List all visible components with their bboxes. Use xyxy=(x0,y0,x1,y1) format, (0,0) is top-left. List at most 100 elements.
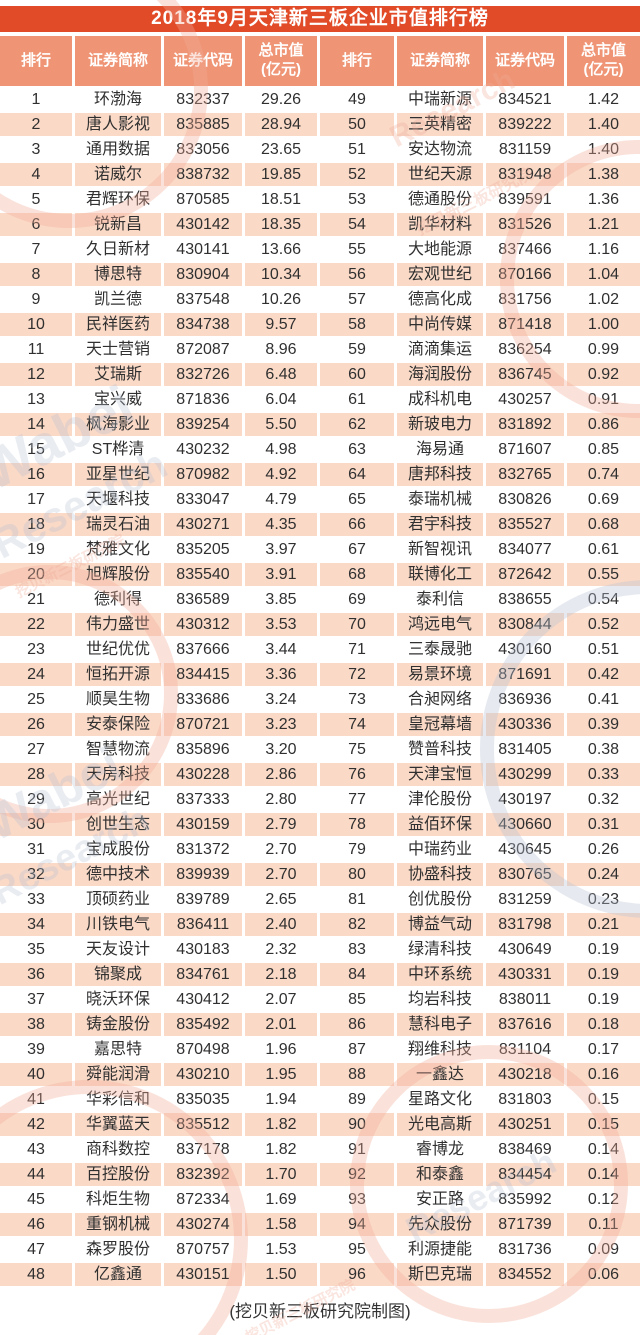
value-cell: 0.21 xyxy=(567,913,640,936)
table-row: 41 华彩信和 835035 1.94 89 星路文化 831803 0.15 xyxy=(0,1088,640,1111)
value-cell: 28.94 xyxy=(245,113,317,136)
table-row: 16 亚星世纪 870982 4.92 64 唐邦科技 832765 0.74 xyxy=(0,463,640,486)
code-cell: 872087 xyxy=(164,338,242,361)
value-cell: 3.23 xyxy=(245,713,317,736)
value-cell: 0.92 xyxy=(567,363,640,386)
code-cell: 834552 xyxy=(486,1263,564,1286)
name-cell: 宝成股份 xyxy=(75,838,161,861)
name-cell: 科炬生物 xyxy=(75,1188,161,1211)
value-cell: 3.44 xyxy=(245,638,317,661)
name-cell: 宝兴威 xyxy=(75,388,161,411)
rank-cell: 45 xyxy=(0,1188,72,1211)
value-cell: 0.85 xyxy=(567,438,640,461)
value-cell: 1.82 xyxy=(245,1138,317,1161)
table-row: 18 瑞灵石油 430271 4.35 66 君宇科技 835527 0.68 xyxy=(0,513,640,536)
value-cell: 1.82 xyxy=(245,1113,317,1136)
name-cell: 唐人影视 xyxy=(75,113,161,136)
name-cell: 光电高斯 xyxy=(397,1113,483,1136)
code-cell: 837616 xyxy=(486,1013,564,1036)
rank-cell: 18 xyxy=(0,513,72,536)
value-cell: 0.52 xyxy=(567,613,640,636)
value-cell: 2.70 xyxy=(245,863,317,886)
rank-cell: 84 xyxy=(320,963,394,986)
value-cell: 0.41 xyxy=(567,688,640,711)
value-cell: 1.95 xyxy=(245,1063,317,1086)
value-cell: 0.61 xyxy=(567,538,640,561)
code-cell: 836936 xyxy=(486,688,564,711)
rank-cell: 11 xyxy=(0,338,72,361)
value-cell: 9.57 xyxy=(245,313,317,336)
value-cell: 2.70 xyxy=(245,838,317,861)
rank-cell: 95 xyxy=(320,1238,394,1261)
value-cell: 0.39 xyxy=(567,713,640,736)
code-cell: 832765 xyxy=(486,463,564,486)
code-cell: 839939 xyxy=(164,863,242,886)
rank-cell: 52 xyxy=(320,163,394,186)
rank-cell: 53 xyxy=(320,188,394,211)
code-cell: 835885 xyxy=(164,113,242,136)
rank-cell: 51 xyxy=(320,138,394,161)
rank-cell: 65 xyxy=(320,488,394,511)
col-header-rank-left: 排行 xyxy=(0,36,72,86)
code-cell: 870757 xyxy=(164,1238,242,1261)
rank-cell: 77 xyxy=(320,788,394,811)
rank-cell: 31 xyxy=(0,838,72,861)
name-cell: 天津宝恒 xyxy=(397,763,483,786)
code-cell: 871607 xyxy=(486,438,564,461)
rank-cell: 28 xyxy=(0,763,72,786)
rank-cell: 39 xyxy=(0,1038,72,1061)
code-cell: 430183 xyxy=(164,938,242,961)
name-cell: 宏观世纪 xyxy=(397,263,483,286)
code-cell: 836745 xyxy=(486,363,564,386)
value-cell: 1.04 xyxy=(567,263,640,286)
value-cell: 1.38 xyxy=(567,163,640,186)
value-cell: 0.31 xyxy=(567,813,640,836)
code-cell: 830844 xyxy=(486,613,564,636)
rank-cell: 2 xyxy=(0,113,72,136)
value-cell: 1.16 xyxy=(567,238,640,261)
name-cell: 海润股份 xyxy=(397,363,483,386)
value-cell: 1.69 xyxy=(245,1188,317,1211)
value-cell: 4.92 xyxy=(245,463,317,486)
value-cell: 10.26 xyxy=(245,288,317,311)
rank-cell: 17 xyxy=(0,488,72,511)
name-cell: 博益气动 xyxy=(397,913,483,936)
col-header-code-left: 证券代码 xyxy=(164,36,242,86)
value-cell: 6.04 xyxy=(245,388,317,411)
table-row: 11 天士营销 872087 8.96 59 滴滴集运 836254 0.99 xyxy=(0,338,640,361)
code-cell: 836411 xyxy=(164,913,242,936)
code-cell: 838655 xyxy=(486,588,564,611)
name-cell: 联博化工 xyxy=(397,563,483,586)
name-cell: 和泰鑫 xyxy=(397,1163,483,1186)
code-cell: 831159 xyxy=(486,138,564,161)
name-cell: 三英精密 xyxy=(397,113,483,136)
rank-cell: 76 xyxy=(320,763,394,786)
value-cell: 1.00 xyxy=(567,313,640,336)
rank-cell: 38 xyxy=(0,1013,72,1036)
name-cell: 创优股份 xyxy=(397,888,483,911)
name-cell: 嘉思特 xyxy=(75,1038,161,1061)
col-header-value-right: 总市值 (亿元) xyxy=(567,36,640,86)
name-cell: 重钢机械 xyxy=(75,1213,161,1236)
value-cell: 0.86 xyxy=(567,413,640,436)
rank-cell: 67 xyxy=(320,538,394,561)
name-cell: 泰利信 xyxy=(397,588,483,611)
code-cell: 430257 xyxy=(486,388,564,411)
name-cell: 高光世纪 xyxy=(75,788,161,811)
value-cell: 2.01 xyxy=(245,1013,317,1036)
name-cell: 德中技术 xyxy=(75,863,161,886)
name-cell: 百控股份 xyxy=(75,1163,161,1186)
name-cell: 唐邦科技 xyxy=(397,463,483,486)
rank-cell: 74 xyxy=(320,713,394,736)
name-cell: 滴滴集运 xyxy=(397,338,483,361)
name-cell: 华翼蓝天 xyxy=(75,1113,161,1136)
value-cell: 3.85 xyxy=(245,588,317,611)
code-cell: 430271 xyxy=(164,513,242,536)
value-cell: 1.58 xyxy=(245,1213,317,1236)
name-cell: 亿鑫通 xyxy=(75,1263,161,1286)
name-cell: 君宇科技 xyxy=(397,513,483,536)
rank-cell: 40 xyxy=(0,1063,72,1086)
value-cell: 1.40 xyxy=(567,113,640,136)
name-cell: 凯兰德 xyxy=(75,288,161,311)
table-row: 28 天房科技 430228 2.86 76 天津宝恒 430299 0.33 xyxy=(0,763,640,786)
